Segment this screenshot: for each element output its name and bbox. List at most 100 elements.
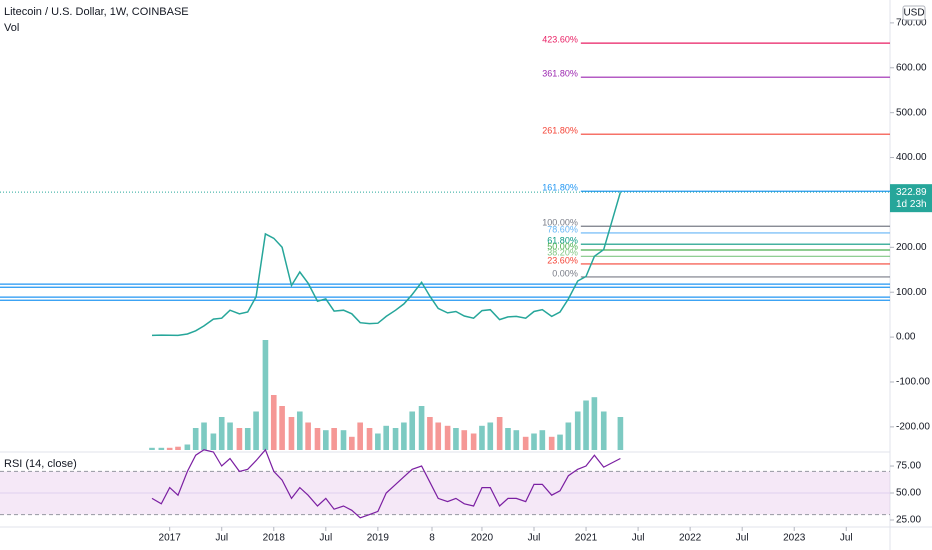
y-tick-label: 0.00	[896, 332, 916, 343]
volume-bar	[392, 428, 399, 450]
x-tick-label: 2023	[783, 533, 806, 544]
rsi-y-tick-label: 75.00	[896, 461, 921, 472]
volume-bar	[444, 425, 451, 450]
volume-bar	[175, 446, 181, 450]
volume-bar	[201, 422, 207, 450]
volume-bar	[617, 417, 624, 450]
volume-bar	[505, 428, 511, 450]
volume-bar	[470, 433, 477, 450]
currency-box[interactable]	[902, 5, 926, 21]
volume-bar	[583, 400, 589, 450]
volume-bar	[288, 417, 295, 450]
x-tick-label: 2019	[367, 533, 390, 544]
rsi-y-tick-label: 25.00	[896, 515, 921, 526]
volume-bar	[435, 422, 442, 450]
volume-bar	[279, 406, 285, 450]
volume-bar	[262, 340, 269, 450]
volume-bar	[296, 411, 303, 450]
y-tick-label: -100.00	[896, 377, 930, 388]
volume-bar	[323, 430, 329, 450]
volume-bar	[192, 428, 199, 450]
x-tick-label: Jul	[840, 533, 853, 544]
x-tick-label: Jul	[632, 533, 645, 544]
volume-bar	[522, 436, 529, 450]
volume-bar	[409, 411, 416, 450]
volume-bar	[305, 422, 311, 450]
volume-bar	[218, 417, 225, 450]
volume-bar	[557, 434, 563, 450]
volume-bar	[340, 430, 347, 450]
fib-level-label: 50.00%	[547, 241, 578, 251]
x-tick-label: 2017	[159, 533, 182, 544]
x-tick-label: 2020	[471, 533, 494, 544]
volume-bar	[591, 397, 598, 450]
volume-bar	[539, 430, 546, 450]
y-tick-label: 700.00	[896, 18, 927, 29]
chart-title: Litecoin / U.S. Dollar, 1W, COINBASE	[4, 6, 189, 18]
y-tick-label: 400.00	[896, 152, 927, 163]
y-tick-label: 100.00	[896, 287, 927, 298]
volume-title: Vol	[4, 22, 19, 34]
volume-bar	[565, 422, 572, 450]
volume-bar	[331, 428, 337, 450]
fib-level-label: 100.00%	[542, 218, 578, 228]
fib-level-label: 0.00%	[552, 268, 578, 278]
y-tick-label: 500.00	[896, 107, 927, 118]
volume-bar	[531, 433, 537, 450]
fib-level-label: 261.80%	[542, 126, 578, 136]
volume-bar	[461, 430, 468, 450]
plot: -200.00 -100.00 0.00 100.00 200.00 400.00 500.…	[0, 18, 932, 544]
x-tick-label: Jul	[528, 533, 541, 544]
volume-bar	[314, 428, 321, 450]
volume-bar	[574, 411, 581, 450]
rsi-title: RSI (14, close)	[4, 458, 77, 470]
volume-bar	[383, 425, 389, 450]
last-price-label: 322.89	[896, 187, 927, 198]
volume-bar	[253, 411, 259, 450]
volume-bar	[453, 428, 459, 450]
x-tick-label: 2021	[575, 533, 598, 544]
volume-bar	[149, 447, 155, 450]
volume-bar	[184, 444, 191, 450]
currency[interactable]: USD	[903, 8, 924, 19]
volume-bar	[166, 447, 173, 450]
volume-bar	[418, 406, 425, 450]
fib-level-label: 38.20%	[547, 248, 578, 258]
x-tick-label: Jul	[215, 533, 228, 544]
price-line	[151, 191, 622, 337]
volume-bar	[513, 430, 520, 450]
volume-bar	[158, 447, 165, 450]
y-tick-label: -200.00	[896, 422, 930, 433]
volume-bar	[487, 422, 494, 450]
last-price-box	[890, 184, 932, 213]
volume-bar	[270, 395, 277, 450]
y-tick-label: 600.00	[896, 62, 927, 73]
countdown-label: 1d 23h	[896, 199, 927, 210]
rsi-y-tick-label: 50.00	[896, 488, 921, 499]
fib-level-label: 423.60%	[542, 34, 578, 44]
volume-bar	[236, 428, 243, 450]
fib-level-label: 361.80%	[542, 69, 578, 79]
volume-bar	[366, 428, 373, 450]
fib-level-label: 61.80%	[547, 236, 578, 246]
volume-bar	[548, 436, 555, 450]
y-tick-label: 200.00	[896, 242, 927, 253]
volume-bar	[357, 422, 363, 450]
volume-bar	[401, 422, 407, 450]
fib-level-label: 78.60%	[547, 224, 578, 234]
volume-bar	[227, 422, 233, 450]
volume-bar	[375, 433, 381, 450]
volume-bar	[210, 433, 217, 450]
x-tick-label: 8	[429, 533, 435, 544]
x-tick-label: 2022	[679, 533, 702, 544]
volume-bar	[244, 428, 251, 450]
rsi-line	[151, 448, 621, 519]
volume-bar	[427, 417, 433, 450]
fib-level-label: 23.60%	[547, 255, 578, 265]
x-tick-label: 2018	[263, 533, 286, 544]
x-tick-label: Jul	[319, 533, 332, 544]
volume-bar	[349, 436, 355, 450]
x-tick-label: Jul	[736, 533, 749, 544]
